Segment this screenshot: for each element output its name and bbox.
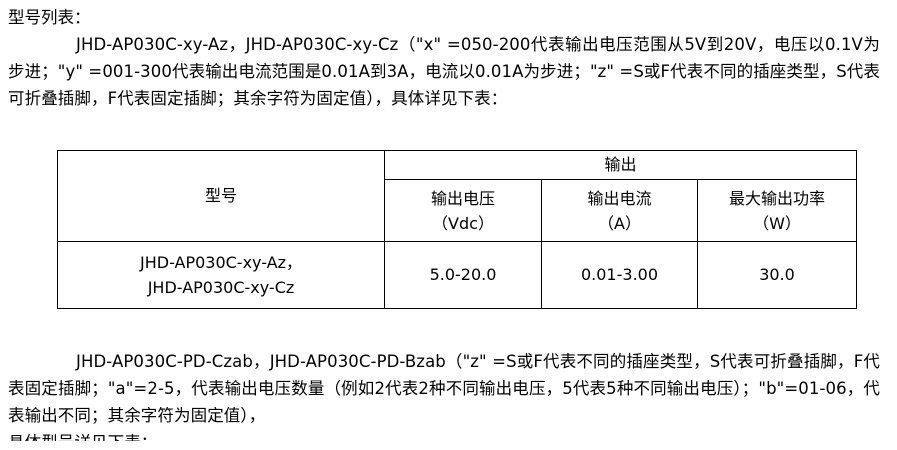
header-output-current-name: 输出电流 xyxy=(587,188,652,208)
table-row: JHD-AP030C-xy-Az， JHD-AP030C-xy-Cz 5.0-2… xyxy=(57,241,857,309)
tail-clipped-line: 具体型号详见下表： xyxy=(4,429,888,441)
spec-table-container: 型号 输出 输出电压 （Vdc） 输出电流 （A） 最大输出功率 （W） xyxy=(57,150,857,309)
cell-model: JHD-AP030C-xy-Az， JHD-AP030C-xy-Cz xyxy=(57,241,385,309)
cell-output-voltage: 5.0-20.0 xyxy=(384,241,542,309)
tail-paragraph: JHD-AP030C-PD-Czab，JHD-AP030C-PD-Bzab（"z… xyxy=(4,348,888,429)
tail-paragraph-text: JHD-AP030C-PD-Czab，JHD-AP030C-PD-Bzab（"z… xyxy=(8,352,880,425)
header-output-voltage-unit: （Vdc） xyxy=(432,213,494,233)
header-cell-output-group: 输出 xyxy=(384,150,857,180)
header-cell-max-output-power: 最大输出功率 （W） xyxy=(697,179,857,242)
header-cell-model: 型号 xyxy=(57,150,385,242)
intro-title: 型号列表： xyxy=(8,8,91,27)
table-row-column-headers: 输出电压 （Vdc） 输出电流 （A） 最大输出功率 （W） xyxy=(58,179,857,242)
cell-output-current: 0.01-3.00 xyxy=(541,241,698,309)
table-row-group-header: 型号 输出 xyxy=(57,150,857,242)
header-max-output-power-unit: （W） xyxy=(753,213,801,233)
header-cell-output-current: 输出电流 （A） xyxy=(541,179,698,242)
cell-model-line-1: JHD-AP030C-xy-Az， xyxy=(140,253,302,272)
intro-section: 型号列表： JHD-AP030C-xy-Az，JHD-AP030C-xy-Cz（… xyxy=(4,4,888,112)
header-cell-output-voltage: 输出电压 （Vdc） xyxy=(384,179,542,242)
spec-table: 型号 输出 输出电压 （Vdc） 输出电流 （A） 最大输出功率 （W） xyxy=(57,150,857,309)
tail-section: JHD-AP030C-PD-Czab，JHD-AP030C-PD-Bzab（"z… xyxy=(4,348,888,441)
cell-max-output-power: 30.0 xyxy=(697,241,857,309)
header-max-output-power-name: 最大输出功率 xyxy=(728,188,825,208)
intro-paragraph-text: JHD-AP030C-xy-Az，JHD-AP030C-xy-Cz（"x" =0… xyxy=(8,35,880,108)
header-output-voltage-name: 输出电压 xyxy=(430,188,495,208)
cell-model-line-2: JHD-AP030C-xy-Cz xyxy=(147,278,295,297)
header-output-current-unit: （A） xyxy=(598,213,641,233)
intro-paragraph: JHD-AP030C-xy-Az，JHD-AP030C-xy-Cz（"x" =0… xyxy=(4,31,888,112)
